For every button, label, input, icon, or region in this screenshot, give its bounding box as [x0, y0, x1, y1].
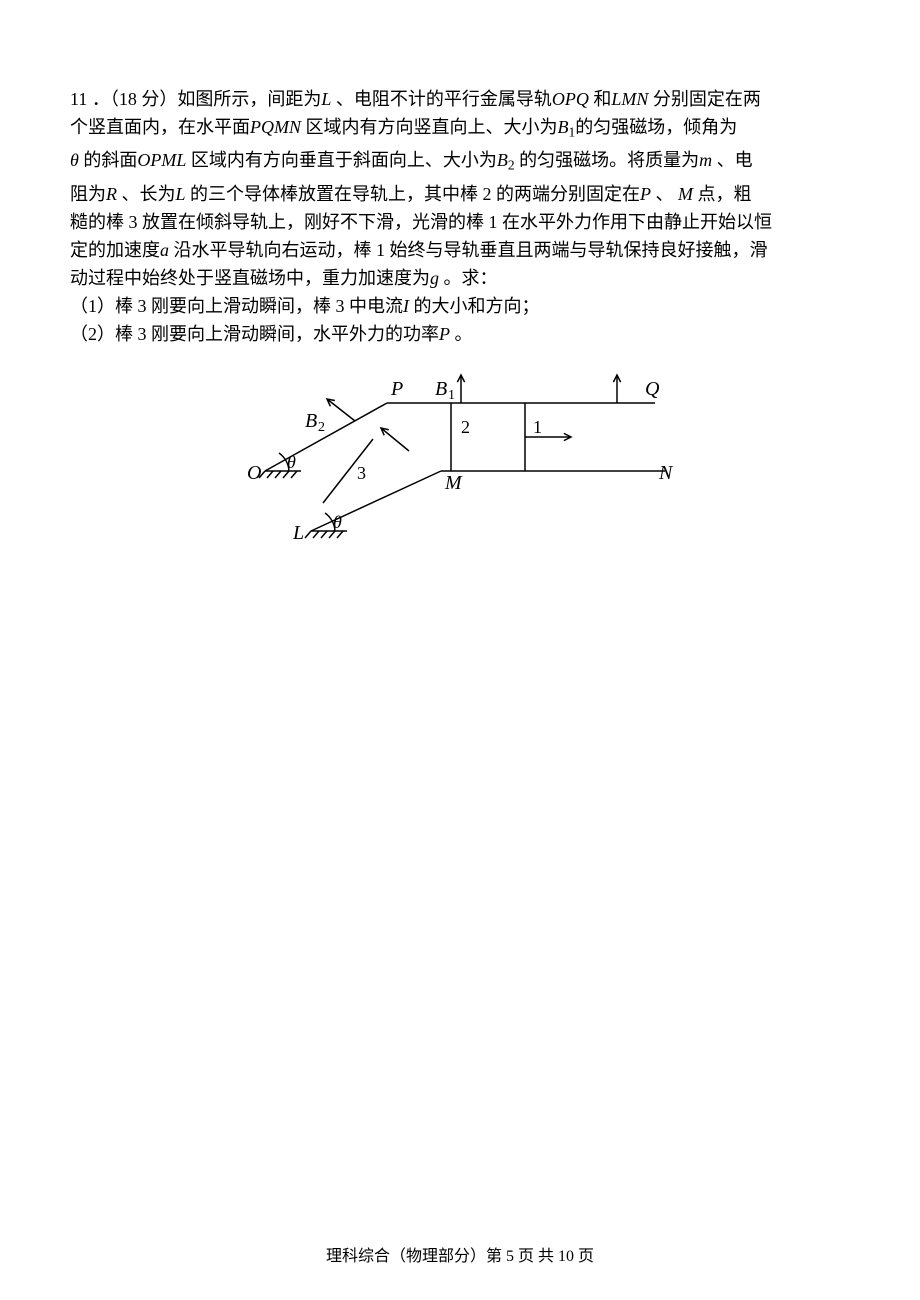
text: 的匀强磁场，倾角为: [575, 117, 737, 137]
text: 如图所示，间距为: [177, 89, 321, 109]
page: 11 ．（18 分）如图所示，间距为L 、电阻不计的平行金属导轨OPQ 和LMN…: [0, 0, 920, 1300]
text: 的三个导体棒放置在导轨上，其中棒 2 的两端分别固定在: [190, 184, 640, 204]
svg-text:1: 1: [533, 417, 542, 437]
svg-text:2: 2: [461, 417, 470, 437]
sym-P: P: [439, 324, 450, 344]
physics-diagram: PQMNOLB1B2θθ123: [245, 371, 675, 566]
sym-B2: B: [497, 150, 508, 170]
points: （18 分）: [110, 89, 178, 109]
text: 。求：: [444, 268, 498, 288]
svg-text:P: P: [390, 378, 403, 400]
page-footer: 理科综合（物理部分）第 5 页 共 10 页: [0, 1242, 920, 1266]
sym-L: L: [176, 184, 186, 204]
text: 的大小和方向；: [414, 296, 540, 316]
problem-line: 个竖直面内，在水平面PQMN 区域内有方向竖直向上、大小为B1的匀强磁场，倾角为: [70, 114, 850, 145]
svg-text:N: N: [658, 462, 674, 484]
text: 、电: [717, 150, 753, 170]
text: 阻为: [70, 184, 106, 204]
svg-text:3: 3: [357, 463, 366, 483]
q-number: 11: [70, 89, 87, 109]
text: 动过程中始终处于竖直磁场中，重力加速度为: [70, 268, 430, 288]
sym-OPQ: OPQ: [552, 89, 589, 109]
svg-text:Q: Q: [645, 378, 660, 400]
sym-OPML: OPML: [137, 150, 186, 170]
text: 区域内有方向竖直向上、大小为: [306, 117, 558, 137]
svg-text:M: M: [444, 472, 463, 494]
text: 的斜面: [83, 150, 137, 170]
text: 个竖直面内，在水平面: [70, 117, 250, 137]
text: 糙的棒 3 放置在倾斜导轨上，刚好不下滑，光滑的棒 1 在水平外力作用下由静止开…: [70, 212, 772, 232]
svg-text:2: 2: [318, 420, 325, 435]
problem-line: 动过程中始终处于竖直磁场中，重力加速度为g 。求：: [70, 265, 850, 291]
problem-line: 阻为R 、长为L 的三个导体棒放置在导轨上，其中棒 2 的两端分别固定在P 、 …: [70, 181, 850, 207]
sym-P: P: [640, 184, 651, 204]
sym-PQMN: PQMN: [250, 117, 301, 137]
svg-text:1: 1: [448, 388, 455, 403]
svg-text:B: B: [305, 410, 317, 432]
text: 、电阻不计的平行金属导轨: [336, 89, 552, 109]
problem-text: 11 ．（18 分）如图所示，间距为L 、电阻不计的平行金属导轨OPQ 和LMN…: [70, 86, 850, 347]
sym-g: g: [430, 268, 439, 288]
problem-line: （1）棒 3 刚要向上滑动瞬间，棒 3 中电流I 的大小和方向；: [70, 293, 850, 319]
footer-text: 理科综合（物理部分）第 5 页 共 10 页: [326, 1248, 594, 1265]
text: 区域内有方向垂直于斜面向上、大小为: [191, 150, 497, 170]
text: （2）棒 3 刚要向上滑动瞬间，水平外力的功率: [70, 324, 439, 344]
text: 、: [656, 184, 674, 204]
sym-m: m: [699, 150, 712, 170]
problem-line: 11 ．（18 分）如图所示，间距为L 、电阻不计的平行金属导轨OPQ 和LMN…: [70, 86, 850, 112]
problem-line: 定的加速度a 沿水平导轨向右运动，棒 1 始终与导轨垂直且两端与导轨保持良好接触…: [70, 237, 850, 263]
text: 、长为: [122, 184, 176, 204]
text: 和: [593, 89, 611, 109]
text: 点，粗: [698, 184, 752, 204]
svg-text:B: B: [435, 378, 447, 400]
sym-theta: θ: [70, 150, 79, 170]
text: （1）棒 3 刚要向上滑动瞬间，棒 3 中电流: [70, 296, 403, 316]
problem-line: 糙的棒 3 放置在倾斜导轨上，刚好不下滑，光滑的棒 1 在水平外力作用下由静止开…: [70, 209, 850, 235]
sym-M: M: [678, 184, 693, 204]
sym-a: a: [160, 240, 169, 260]
svg-text:θ: θ: [287, 452, 296, 472]
sym-R: R: [106, 184, 117, 204]
text: 。: [455, 324, 473, 344]
sym-B1: B: [558, 117, 569, 137]
sym-L: L: [321, 89, 331, 109]
svg-text:O: O: [247, 462, 261, 484]
diagram-container: PQMNOLB1B2θθ123: [70, 371, 850, 566]
problem-line: （2）棒 3 刚要向上滑动瞬间，水平外力的功率P 。: [70, 321, 850, 347]
text: 分别固定在两: [653, 89, 761, 109]
svg-text:θ: θ: [333, 512, 342, 532]
text: 的匀强磁场。将质量为: [519, 150, 699, 170]
sym-LMN: LMN: [611, 89, 648, 109]
text: 定的加速度: [70, 240, 160, 260]
svg-text:L: L: [292, 522, 304, 544]
sym-B2-sub: 2: [508, 158, 515, 173]
text: 沿水平导轨向右运动，棒 1 始终与导轨垂直且两端与导轨保持良好接触，滑: [174, 240, 768, 260]
problem-line: θ 的斜面OPML 区域内有方向垂直于斜面向上、大小为B2 的匀强磁场。将质量为…: [70, 147, 850, 178]
text: [87, 89, 92, 109]
